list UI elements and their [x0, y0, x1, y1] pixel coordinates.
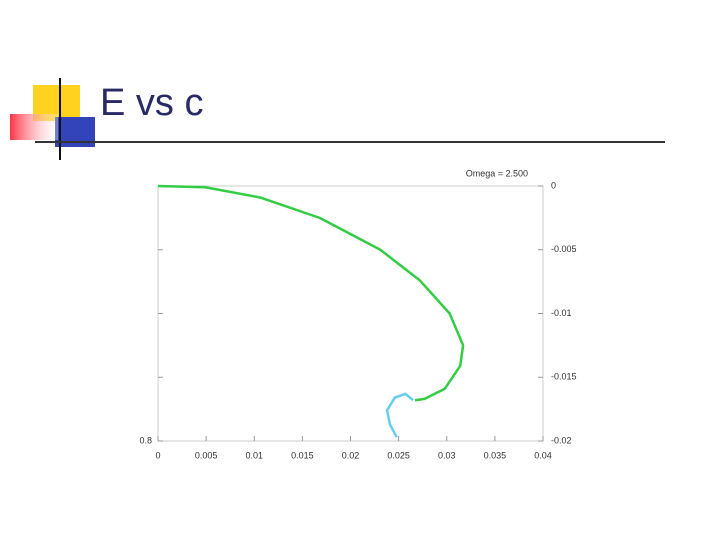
- legend-text: Omega = 2.500: [466, 168, 528, 178]
- y-tick-label: -0.015: [551, 372, 577, 382]
- slide-title: E vs c: [100, 82, 203, 124]
- x-tick-label: 0.035: [484, 450, 507, 460]
- plot-frame: [157, 185, 544, 442]
- x-tick-label: 0.015: [291, 450, 314, 460]
- x-tick-label: 0.02: [342, 450, 360, 460]
- x-tick-label: 0.01: [245, 450, 263, 460]
- x-tick-label: 0: [155, 450, 160, 460]
- deco-red: [10, 114, 58, 140]
- series-line: [385, 392, 414, 438]
- y-tick-label: 0: [551, 180, 556, 190]
- x-tick-label: 0.04: [534, 450, 552, 460]
- x-tick-label: 0.005: [195, 450, 218, 460]
- series-line: [157, 184, 465, 402]
- x-tick-label: 0.025: [387, 450, 410, 460]
- y-tick-label: -0.005: [551, 244, 577, 254]
- corner-label: 0.8: [139, 435, 152, 445]
- x-tick-label: 0.03: [438, 450, 456, 460]
- y-tick-label: -0.01: [551, 308, 572, 318]
- y-tick-label: -0.02: [551, 435, 572, 445]
- plot: 0 0.005 0.01 0.015 0.02 0.025 0.03 0.035 0.04 0 -0…: [139, 168, 576, 460]
